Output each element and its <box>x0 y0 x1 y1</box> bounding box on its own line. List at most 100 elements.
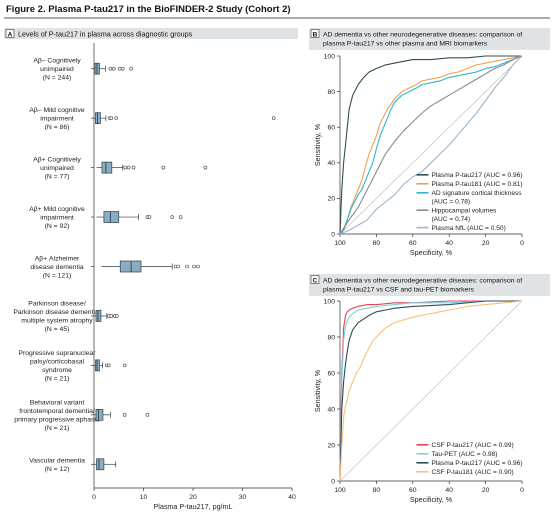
panel-a-group-label: Parkinson disease dementia/ <box>13 309 100 316</box>
panel-c-legend-label: CSF P-tau181 (AUC = 0.90) <box>431 469 513 476</box>
panel-c-legend-item: CSF P-tau181 (AUC = 0.90) <box>416 469 514 476</box>
panel-c-y-tick-label: 80 <box>327 334 335 341</box>
panel-b-legend-item: Hippocampal volumes (AUC = 0.74) <box>416 207 497 223</box>
panel-a-box <box>96 458 105 471</box>
panel-a-header <box>4 28 298 39</box>
panel-a-outlier <box>123 165 127 170</box>
panel-c-y-tick-label: 60 <box>327 370 335 377</box>
panel-a-group-label: syndrome <box>42 367 72 374</box>
panel-b-x-tick-label: 60 <box>409 240 417 247</box>
panel-b-plot: 0 20 40 60 80 100 100 80 60 40 20 0 Specificity, % Se… <box>313 53 524 257</box>
panel-c-series-csf181 <box>339 300 523 482</box>
panel-c-y-axis-label: Sensitivity, % <box>313 369 322 412</box>
panel-a-box <box>103 211 120 223</box>
panel-c-legend: CSF P-tau217 (AUC = 0.99) Tau-PET (AUC = … <box>416 442 523 476</box>
panel-a-group-label: Aβ– Mild cognitive <box>29 107 85 114</box>
panel-c-series-csf217 <box>339 300 522 482</box>
panel-c-y-tick-label: 20 <box>327 442 335 449</box>
panel-a-outlier <box>114 314 119 318</box>
panel-a-outlier <box>122 363 127 368</box>
panel-b-x-tick-label: 100 <box>334 240 346 247</box>
panel-c-y-tick-label: 40 <box>327 406 335 413</box>
panel-a-group-label: Aβ+ Mild cognitive <box>29 206 85 213</box>
panel-a-group-label: Aβ+ Alzheimer <box>35 256 80 263</box>
panel-c-x-tick-label: 20 <box>482 487 490 494</box>
panel-b-legend-item: Plasma P-tau217 (AUC = 0.96) <box>416 172 523 179</box>
panel-a-group-label: unimpaired <box>40 66 74 73</box>
panel-b-letter: B <box>313 31 318 38</box>
panel-a-outlier <box>271 116 276 120</box>
panel-c-x-axis-label: Specificity, % <box>410 495 453 504</box>
panel-a-group-label: (N = 45) <box>45 326 70 333</box>
panel-b-legend-label: Plasma P-tau181 (AUC = 0.81) <box>431 181 522 188</box>
panel-a-outlier <box>145 413 150 417</box>
panel-b-series-tau181 <box>339 55 523 235</box>
panel-a-group-label: Behavioral variant <box>30 400 85 407</box>
panel-a-outlier <box>109 116 114 120</box>
panel-b-legend-item: Plasma NfL (AUC = 0.50) <box>416 225 506 232</box>
panel-a-group-label: impairment <box>40 214 74 221</box>
panel-a-box <box>119 260 142 273</box>
panel-a-outlier <box>129 66 133 71</box>
panel-c-legend-label: Plasma P-tau217 (AUC = 0.96) <box>431 460 522 467</box>
figure-title: Figure 2. Plasma P-tau217 in the BioFIND… <box>6 4 291 15</box>
panel-a-box <box>95 310 102 322</box>
panel-c-reference-diagonal <box>339 300 523 482</box>
panel-a-group-label: unimpaired <box>40 165 74 172</box>
panel-c-y-tick-label: 0 <box>331 478 335 485</box>
panel-a-box <box>101 161 113 174</box>
panel-a-outlier <box>131 165 136 170</box>
panel-a-box <box>95 408 104 421</box>
panel-a-outlier <box>203 165 208 170</box>
panel-a-box <box>95 359 100 372</box>
panel-a-letter: A <box>8 31 13 38</box>
panel-b-series-hippo <box>339 55 523 235</box>
panel-c-x-tick-label: 40 <box>445 487 453 494</box>
panel-b-x-tick-label: 20 <box>482 240 490 247</box>
panel-c-x-tick-label: 60 <box>409 487 417 494</box>
panel-b-legend-label: (AUC = 0.74) <box>431 216 470 223</box>
panel-b-y-axis-label: Sensitivity, % <box>313 123 322 166</box>
panel-b-y-tick-label: 100 <box>324 53 336 60</box>
panel-c-letter-box <box>310 275 320 284</box>
panel-b-y-tick-label: 20 <box>327 196 335 203</box>
panel-a-outlier <box>178 215 183 219</box>
panel-b-legend-label: (AUC = 0.78) <box>431 198 470 205</box>
panel-a-group-label: (N = 12) <box>45 466 70 473</box>
panel-b: B AD dementia vs other neurodegenerative… <box>309 28 550 257</box>
panel-a-group-label: Progressive supranuclear <box>18 350 96 357</box>
panel-a-group-label: (N = 21) <box>45 375 70 382</box>
panel-a-group: Vascular dementia (N = 12) <box>29 457 117 473</box>
panel-b-x-tick-label: 80 <box>373 240 381 247</box>
panel-a-x-tick-label: 10 <box>140 494 148 501</box>
panel-c-legend-item: CSF P-tau217 (AUC = 0.99) <box>416 442 514 449</box>
panel-c-title-line-1: AD dementia vs other neurodegenerative d… <box>323 278 522 285</box>
panel-a-outlier <box>126 165 131 170</box>
panel-a-outlier <box>112 66 116 71</box>
panel-a-group-label: (N = 21) <box>45 425 70 432</box>
panel-a-outlier <box>122 413 127 417</box>
panel-c-legend-item: Tau-PET (AUC = 0.98) <box>416 451 497 458</box>
panel-b-letter-box <box>310 29 320 38</box>
panel-c-series-tau217 <box>339 300 522 482</box>
panel-b-title-line-2: plasma P-tau217 vs other plasma and MRI … <box>323 41 488 48</box>
panel-a-outlier <box>192 264 196 269</box>
panel-b-y-tick-label: 60 <box>327 125 335 132</box>
panel-a-group-label: frontotemporal dementia/ <box>19 408 95 415</box>
panel-a-outlier <box>114 116 119 120</box>
panel-b-series-tau217 <box>339 55 522 235</box>
panel-a-title: Levels of P-tau217 in plasma across diag… <box>18 30 193 39</box>
panel-a-group-label: Aβ+ Cognitively <box>33 157 81 164</box>
panel-a-x-axis-label: Plasma P-tau217, pg/mL <box>153 502 232 511</box>
panel-a-outlier <box>120 66 125 71</box>
panel-b-legend-label: Hippocampal volumes <box>431 207 497 214</box>
panel-a-outlier <box>117 66 122 71</box>
panel-b-series-nfl <box>339 55 523 235</box>
panel-b-legend-label: AD signature cortical thickness <box>431 190 522 197</box>
panel-c-x-tick-label: 100 <box>334 487 346 494</box>
panel-a-group-label: impairment <box>40 116 74 123</box>
panel-b-x-axis-label: Specificity, % <box>410 248 453 257</box>
